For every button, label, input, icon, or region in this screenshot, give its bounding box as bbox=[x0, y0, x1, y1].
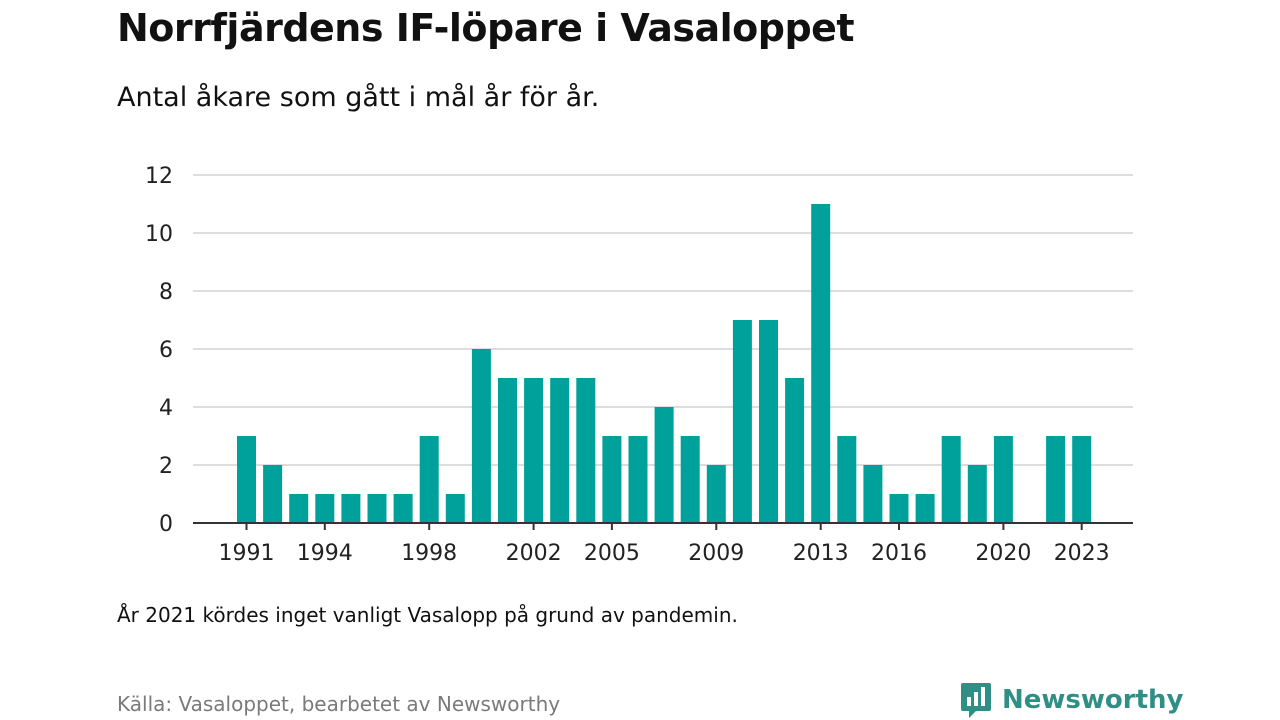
bar-2023 bbox=[1072, 436, 1092, 523]
bar-2007 bbox=[654, 407, 674, 523]
y-tick-label: 10 bbox=[145, 222, 173, 247]
bar-2017 bbox=[915, 494, 935, 523]
bar-2018 bbox=[941, 436, 961, 523]
chart-title: Norrfjärdens IF-löpare i Vasaloppet bbox=[117, 6, 855, 50]
x-tick-label: 2016 bbox=[871, 541, 927, 566]
bar-2005 bbox=[602, 436, 622, 523]
bar-1996 bbox=[367, 494, 387, 523]
source-credit: Källa: Vasaloppet, bearbetet av Newswort… bbox=[117, 692, 561, 716]
bar-2003 bbox=[550, 378, 570, 523]
bar-2014 bbox=[837, 436, 857, 523]
bar-1993 bbox=[289, 494, 309, 523]
y-axis-ticks: 0 2 4 6 8 10 12 bbox=[145, 164, 173, 537]
x-tick-label: 2020 bbox=[975, 541, 1031, 566]
bars bbox=[237, 204, 1092, 523]
y-tick-label: 6 bbox=[159, 338, 173, 363]
x-tick-label: 1994 bbox=[297, 541, 353, 566]
bar-2013 bbox=[811, 204, 831, 523]
bar-1998 bbox=[419, 436, 439, 523]
bar-1997 bbox=[393, 494, 413, 523]
y-tick-label: 4 bbox=[159, 396, 173, 421]
y-tick-label: 0 bbox=[159, 512, 173, 537]
bar-2011 bbox=[759, 320, 778, 523]
x-axis-ticks: 1991 1994 1998 2002 2005 2009 2013 2016 2020 2023 bbox=[219, 523, 1110, 566]
chart-subtitle: Antal åkare som gått i mål år för år. bbox=[117, 82, 600, 113]
x-tick-label: 1991 bbox=[219, 541, 275, 566]
y-tick-label: 12 bbox=[145, 164, 173, 189]
bar-2019 bbox=[967, 465, 987, 523]
bar-2009 bbox=[706, 465, 726, 523]
x-tick-label: 2013 bbox=[793, 541, 849, 566]
bar-2002 bbox=[524, 378, 544, 523]
bar-2015 bbox=[863, 465, 883, 523]
bar-1991 bbox=[237, 436, 256, 523]
bar-2022 bbox=[1046, 436, 1066, 523]
bar-2006 bbox=[628, 436, 648, 523]
bar-2010 bbox=[732, 320, 752, 523]
newsworthy-logo-icon bbox=[961, 683, 991, 718]
chart-note: År 2021 kördes inget vanligt Vasalopp på… bbox=[117, 603, 738, 627]
bar-2016 bbox=[889, 494, 909, 523]
bar-1995 bbox=[341, 494, 361, 523]
bar-1994 bbox=[315, 494, 335, 523]
bar-2001 bbox=[498, 378, 517, 523]
bar-2012 bbox=[785, 378, 805, 523]
bar-2008 bbox=[680, 436, 700, 523]
x-tick-label: 2005 bbox=[584, 541, 640, 566]
x-tick-label: 1998 bbox=[401, 541, 457, 566]
x-tick-label: 2009 bbox=[688, 541, 744, 566]
brand-name: Newsworthy bbox=[1002, 685, 1184, 715]
x-tick-label: 2023 bbox=[1054, 541, 1110, 566]
bar-2000 bbox=[471, 349, 491, 523]
y-tick-label: 8 bbox=[159, 280, 173, 305]
bar-chart: 0 2 4 6 8 10 12 1991 1994 1998 2002 2005 2009 2013 20… bbox=[145, 164, 1133, 566]
y-tick-label: 2 bbox=[159, 454, 173, 479]
brand-logo[interactable]: Newsworthy bbox=[960, 680, 1183, 720]
bar-2020 bbox=[993, 436, 1013, 523]
bar-1992 bbox=[263, 465, 283, 523]
bar-1999 bbox=[445, 494, 465, 523]
bar-2004 bbox=[576, 378, 596, 523]
x-tick-label: 2002 bbox=[506, 541, 562, 566]
